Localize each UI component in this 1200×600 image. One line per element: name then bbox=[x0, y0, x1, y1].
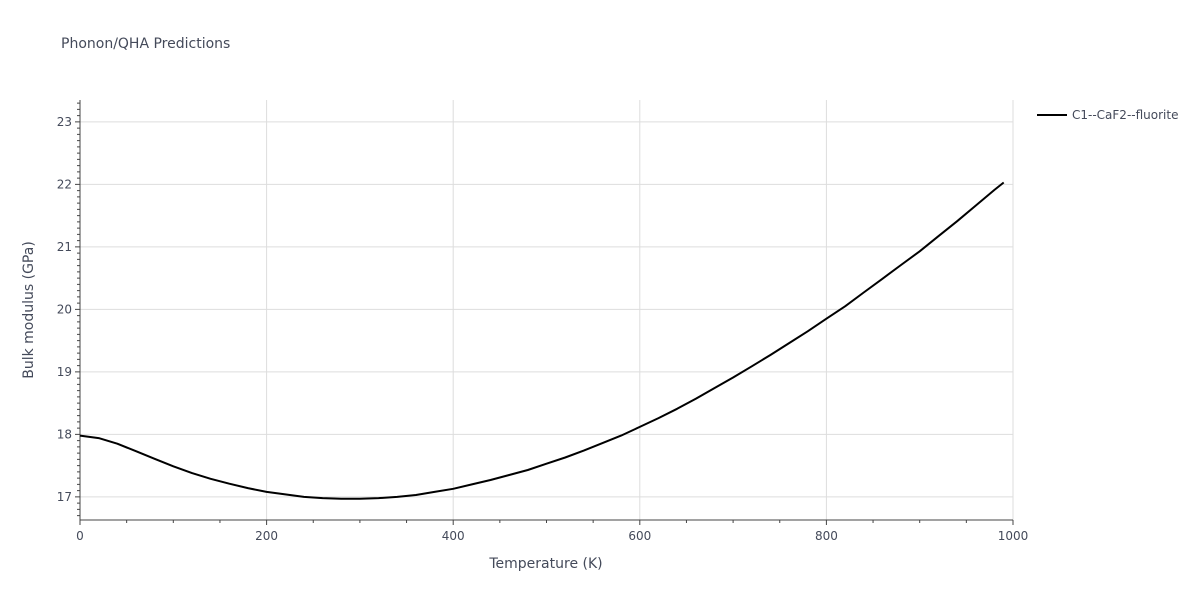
y-tick-label: 20 bbox=[57, 302, 72, 316]
y-tick-label: 23 bbox=[57, 115, 72, 129]
y-tick-label: 19 bbox=[57, 365, 72, 379]
legend-label: C1--CaF2--fluorite bbox=[1072, 108, 1178, 122]
y-tick-label: 22 bbox=[57, 177, 72, 191]
y-tick-label: 17 bbox=[57, 490, 72, 504]
x-tick-label: 1000 bbox=[998, 529, 1029, 543]
y-tick-label: 21 bbox=[57, 240, 72, 254]
x-tick-label: 400 bbox=[442, 529, 465, 543]
y-tick-label: 18 bbox=[57, 427, 72, 441]
legend[interactable]: C1--CaF2--fluorite bbox=[1037, 108, 1178, 122]
x-tick-label: 0 bbox=[76, 529, 84, 543]
x-tick-label: 800 bbox=[815, 529, 838, 543]
x-tick-label: 600 bbox=[628, 529, 651, 543]
x-axis-label: Temperature (K) bbox=[488, 556, 602, 572]
y-axis-label: Bulk modulus (GPa) bbox=[21, 241, 37, 379]
x-tick-label: 200 bbox=[255, 529, 278, 543]
series-line bbox=[79, 181, 1005, 500]
chart-title: Phonon/QHA Predictions bbox=[61, 36, 231, 52]
